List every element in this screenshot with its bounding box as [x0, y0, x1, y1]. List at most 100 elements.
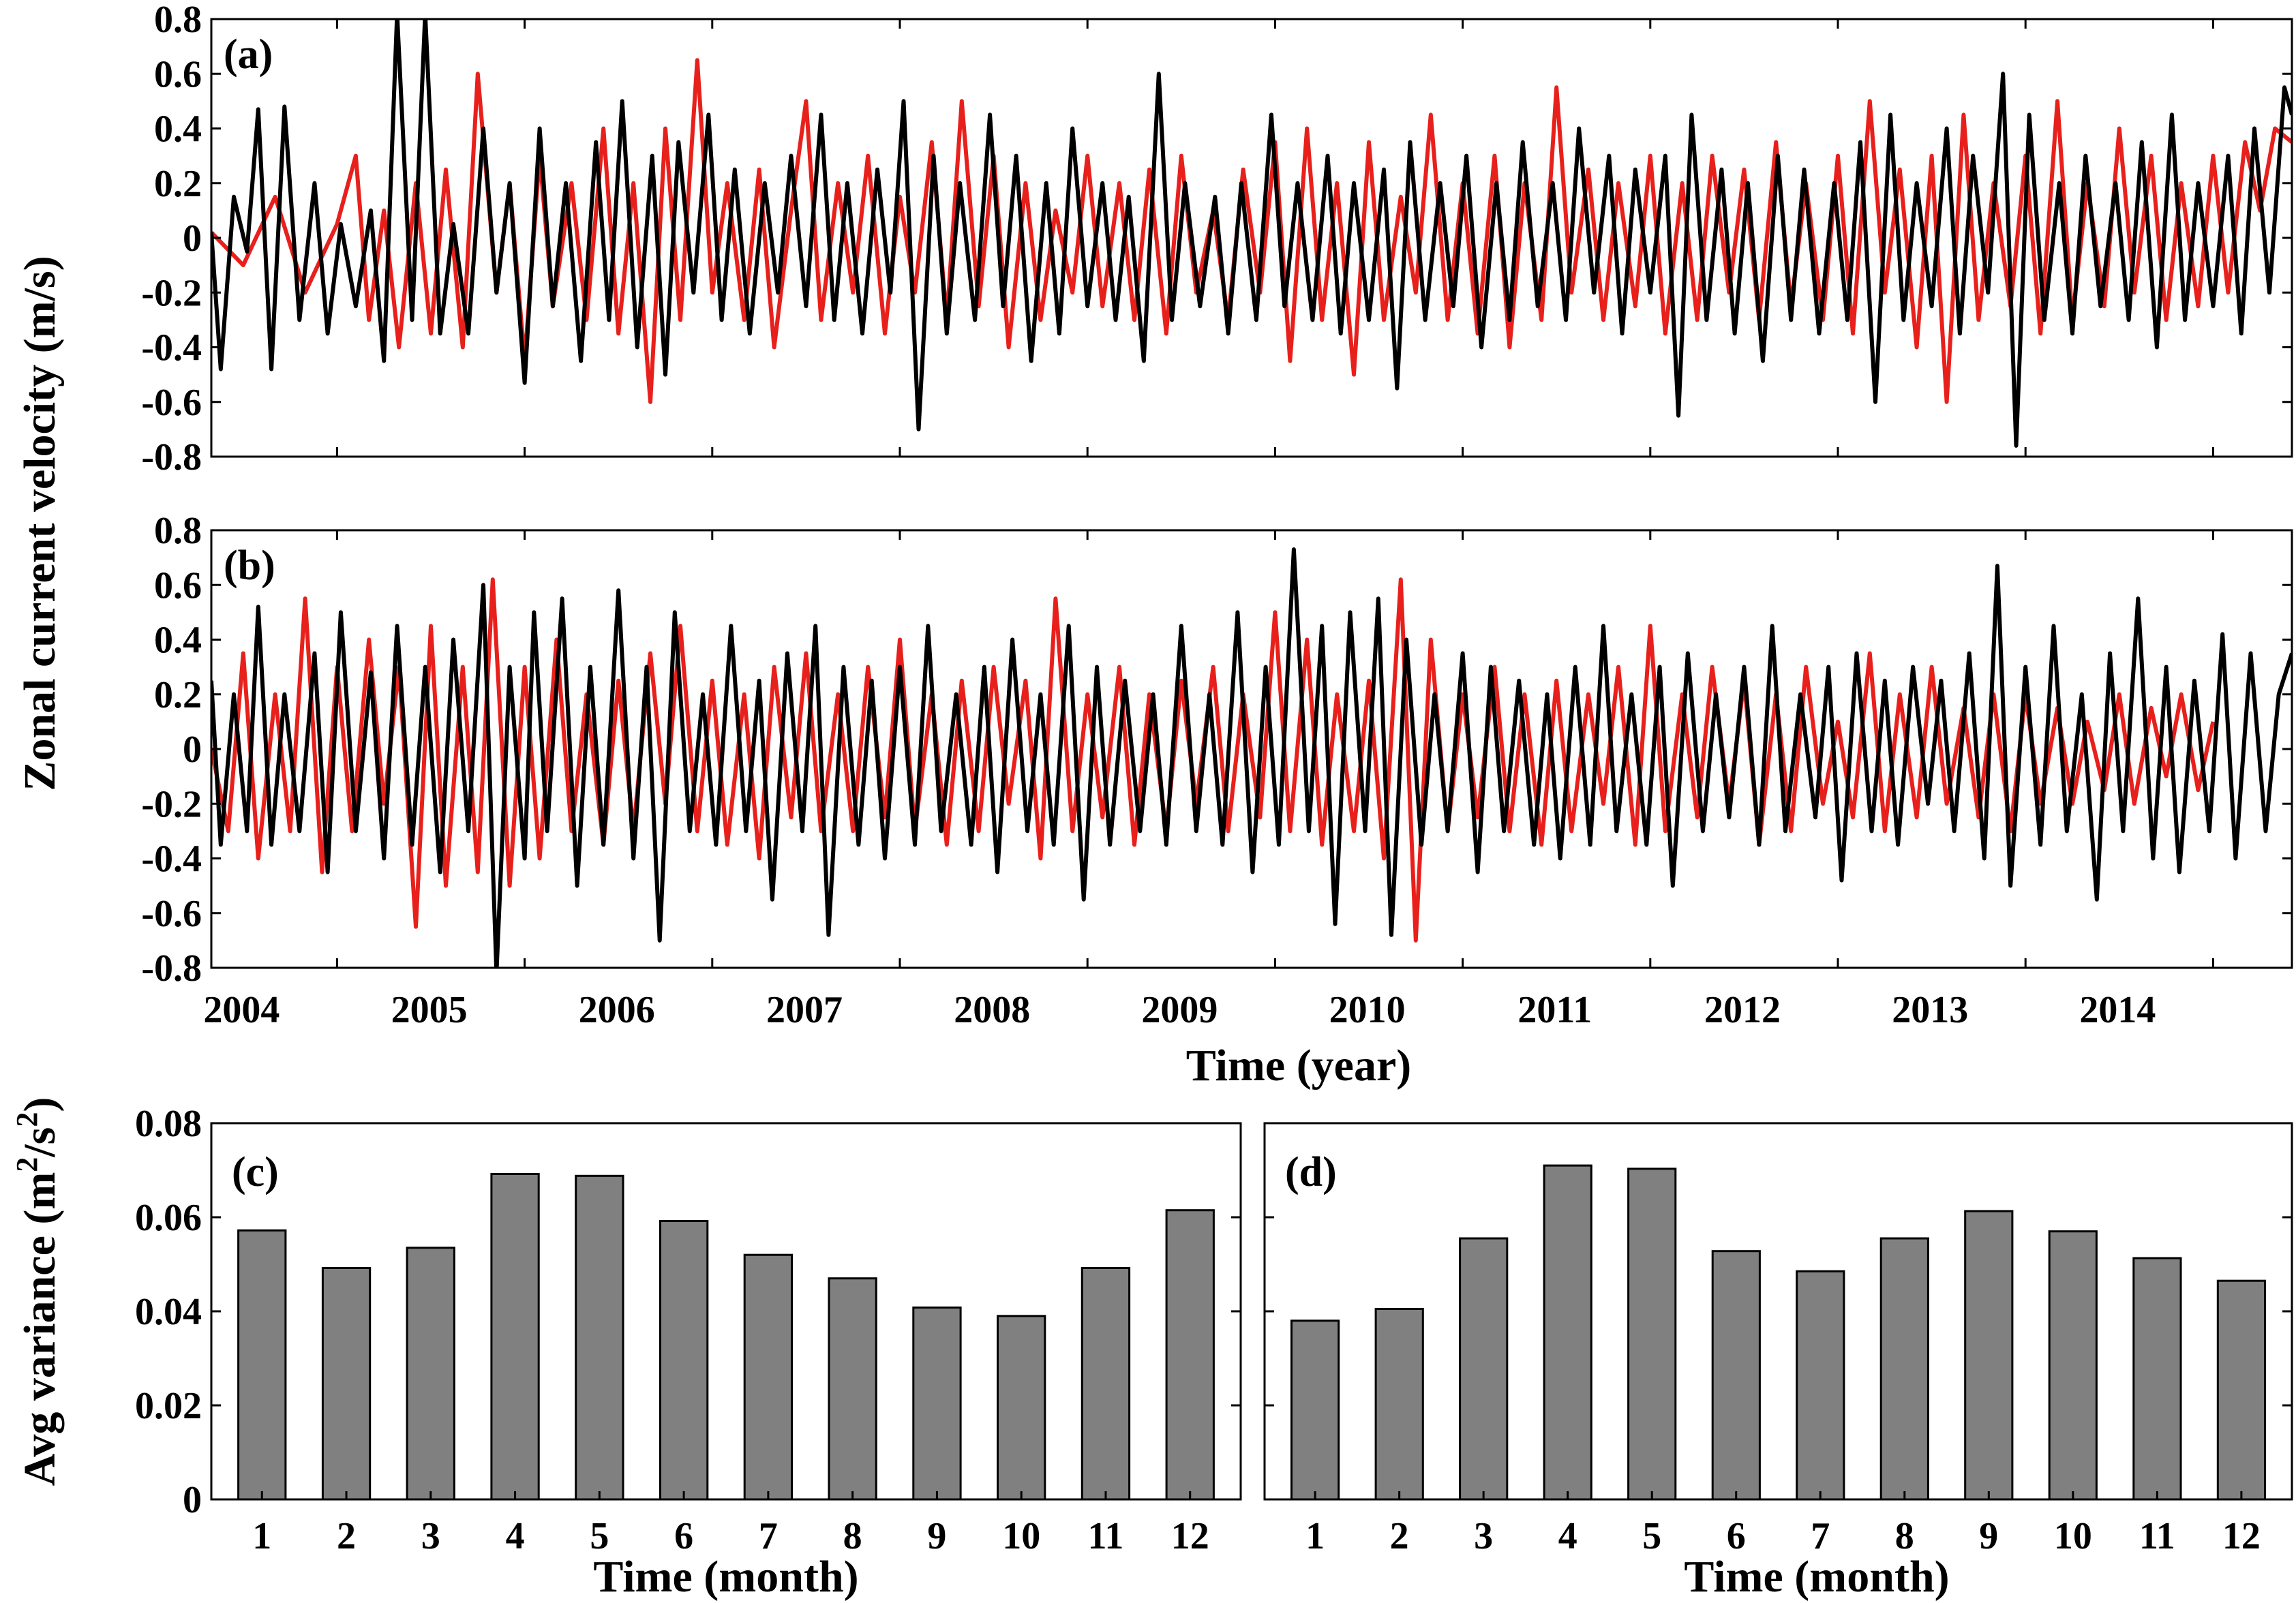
xtick-label-d: 7: [1811, 1515, 1830, 1557]
ytick-label-b: 0.8: [154, 510, 202, 552]
xtick-label-b: 2008: [954, 989, 1030, 1031]
xtick-label-d: 5: [1642, 1515, 1661, 1557]
ylabel-avg-variance-part3: ): [15, 1097, 65, 1112]
ytick-label-c: 0.06: [135, 1197, 202, 1239]
bar-c-month-3: [406, 1247, 455, 1501]
bar-d-month-9: [1964, 1210, 2014, 1501]
bar-d-month-5: [1627, 1167, 1677, 1501]
ytick-label-a: 0.6: [154, 53, 202, 95]
panel-label-c: (c): [232, 1149, 279, 1195]
ytick-label-a: -0.8: [141, 436, 202, 478]
xtick-label-b: 2007: [766, 989, 843, 1031]
bar-c-month-2: [321, 1267, 372, 1501]
bar-c-month-12: [1165, 1209, 1215, 1501]
ytick-label-a: -0.2: [141, 272, 202, 314]
xtick-label-d: 3: [1474, 1515, 1493, 1557]
panel-c: 1 2 3 4 5 6 7 8 9 10 11 120.080.060.040.020(c): [135, 1103, 1242, 1557]
bar-c-month-10: [997, 1315, 1046, 1501]
bar-d-month-12: [2216, 1279, 2267, 1501]
bar-c-month-6: [659, 1220, 709, 1501]
bar-c-month-1: [237, 1229, 287, 1501]
panel-label-a: (a): [224, 31, 273, 78]
ytick-label-b: 0.6: [154, 564, 202, 607]
bar-c-month-5: [575, 1174, 624, 1501]
xtick-label-d: 9: [1979, 1515, 1998, 1557]
bar-d-month-7: [1796, 1270, 1845, 1501]
ylabel-avg-variance: Avg variance (m2/s2): [10, 1097, 65, 1486]
xtick-label-d: 12: [2222, 1515, 2261, 1557]
xtick-label-d: 11: [2139, 1515, 2175, 1557]
bar-d-month-11: [2132, 1257, 2182, 1501]
series-line-red-b: [211, 577, 2216, 943]
xtick-label-c: 2: [337, 1515, 356, 1557]
xtick-label-b: 2006: [579, 989, 655, 1031]
bar-d-month-1: [1290, 1319, 1340, 1501]
ytick-label-a: 0: [183, 217, 202, 260]
xlabel-month-c: Time (month): [593, 1552, 858, 1602]
ytick-label-b: 0.4: [154, 620, 202, 662]
ytick-label-b: 0.2: [154, 674, 202, 716]
ytick-label-a: -0.6: [141, 382, 202, 424]
xtick-label-c: 10: [1002, 1515, 1040, 1557]
xtick-label-c: 4: [506, 1515, 525, 1557]
xtick-label-b: 2011: [1517, 989, 1592, 1031]
ytick-label-b: -0.8: [141, 947, 202, 990]
bar-c-month-4: [490, 1173, 540, 1501]
xtick-label-c: 12: [1171, 1515, 1209, 1557]
xtick-label-c: 9: [927, 1515, 946, 1557]
xtick-label-d: 10: [2054, 1515, 2092, 1557]
ytick-label-c: 0.02: [135, 1385, 202, 1427]
xtick-label-b: 2009: [1141, 989, 1218, 1031]
series-line-black-a: [211, 19, 2292, 448]
bar-d-month-8: [1879, 1237, 1929, 1501]
xtick-label-c: 7: [759, 1515, 778, 1557]
bar-d-month-4: [1543, 1164, 1592, 1501]
xtick-label-b: 2005: [391, 989, 468, 1031]
ytick-label-a: -0.4: [141, 327, 202, 369]
xtick-label-d: 2: [1390, 1515, 1409, 1557]
ylabel-zonal-velocity: Zonal current velocity (m/s): [15, 256, 65, 791]
xtick-label-c: 3: [421, 1515, 440, 1557]
xtick-label-b: 2004: [203, 989, 280, 1031]
xtick-label-d: 4: [1558, 1515, 1577, 1557]
bar-c-month-8: [828, 1277, 877, 1501]
ylabel-avg-variance-sup1: 2: [10, 1157, 44, 1172]
bar-d-month-2: [1374, 1308, 1424, 1501]
panel-d: 1 2 3 4 5 6 7 8 9 10 11 12(d): [1263, 1122, 2293, 1557]
xlabel-year: Time (year): [1186, 1041, 1411, 1090]
ytick-label-b: -0.2: [141, 783, 202, 825]
ylabel-avg-variance-sup2: 2: [10, 1112, 44, 1127]
ytick-label-c: 0.08: [135, 1103, 202, 1145]
xtick-label-d: 6: [1727, 1515, 1746, 1557]
bar-d-month-10: [2048, 1230, 2098, 1501]
series-line-black-b: [211, 547, 2292, 968]
ytick-label-a: 0.4: [154, 108, 202, 151]
bar-d-month-6: [1711, 1250, 1761, 1501]
xtick-label-d: 1: [1305, 1515, 1325, 1557]
ytick-label-c: 0: [183, 1479, 202, 1521]
ytick-label-a: 0.8: [154, 0, 202, 41]
xtick-label-d: 8: [1895, 1515, 1914, 1557]
ylabel-avg-variance-part1: Avg variance (m: [15, 1172, 65, 1486]
panel-label-d: (d): [1285, 1149, 1337, 1195]
xtick-label-c: 11: [1088, 1515, 1124, 1557]
xtick-label-c: 6: [674, 1515, 693, 1557]
xtick-label-c: 1: [252, 1515, 271, 1557]
ytick-label-b: 0: [183, 729, 202, 771]
xtick-label-b: 2010: [1329, 989, 1406, 1031]
ytick-label-c: 0.04: [135, 1291, 202, 1333]
ytick-label-b: -0.6: [141, 893, 202, 935]
ytick-label-b: -0.4: [141, 838, 202, 881]
bar-c-month-7: [743, 1253, 793, 1501]
xtick-label-c: 5: [590, 1515, 609, 1557]
ytick-label-a: 0.2: [154, 163, 202, 205]
xtick-label-b: 2013: [1892, 989, 1968, 1031]
xtick-label-b: 2014: [2079, 989, 2156, 1031]
xtick-label-b: 2012: [1704, 989, 1781, 1031]
xtick-label-c: 8: [843, 1515, 862, 1557]
xlabel-month-d: Time (month): [1684, 1552, 1949, 1602]
bar-c-month-11: [1081, 1267, 1131, 1501]
ylabel-avg-variance-part2: /s: [15, 1127, 65, 1158]
